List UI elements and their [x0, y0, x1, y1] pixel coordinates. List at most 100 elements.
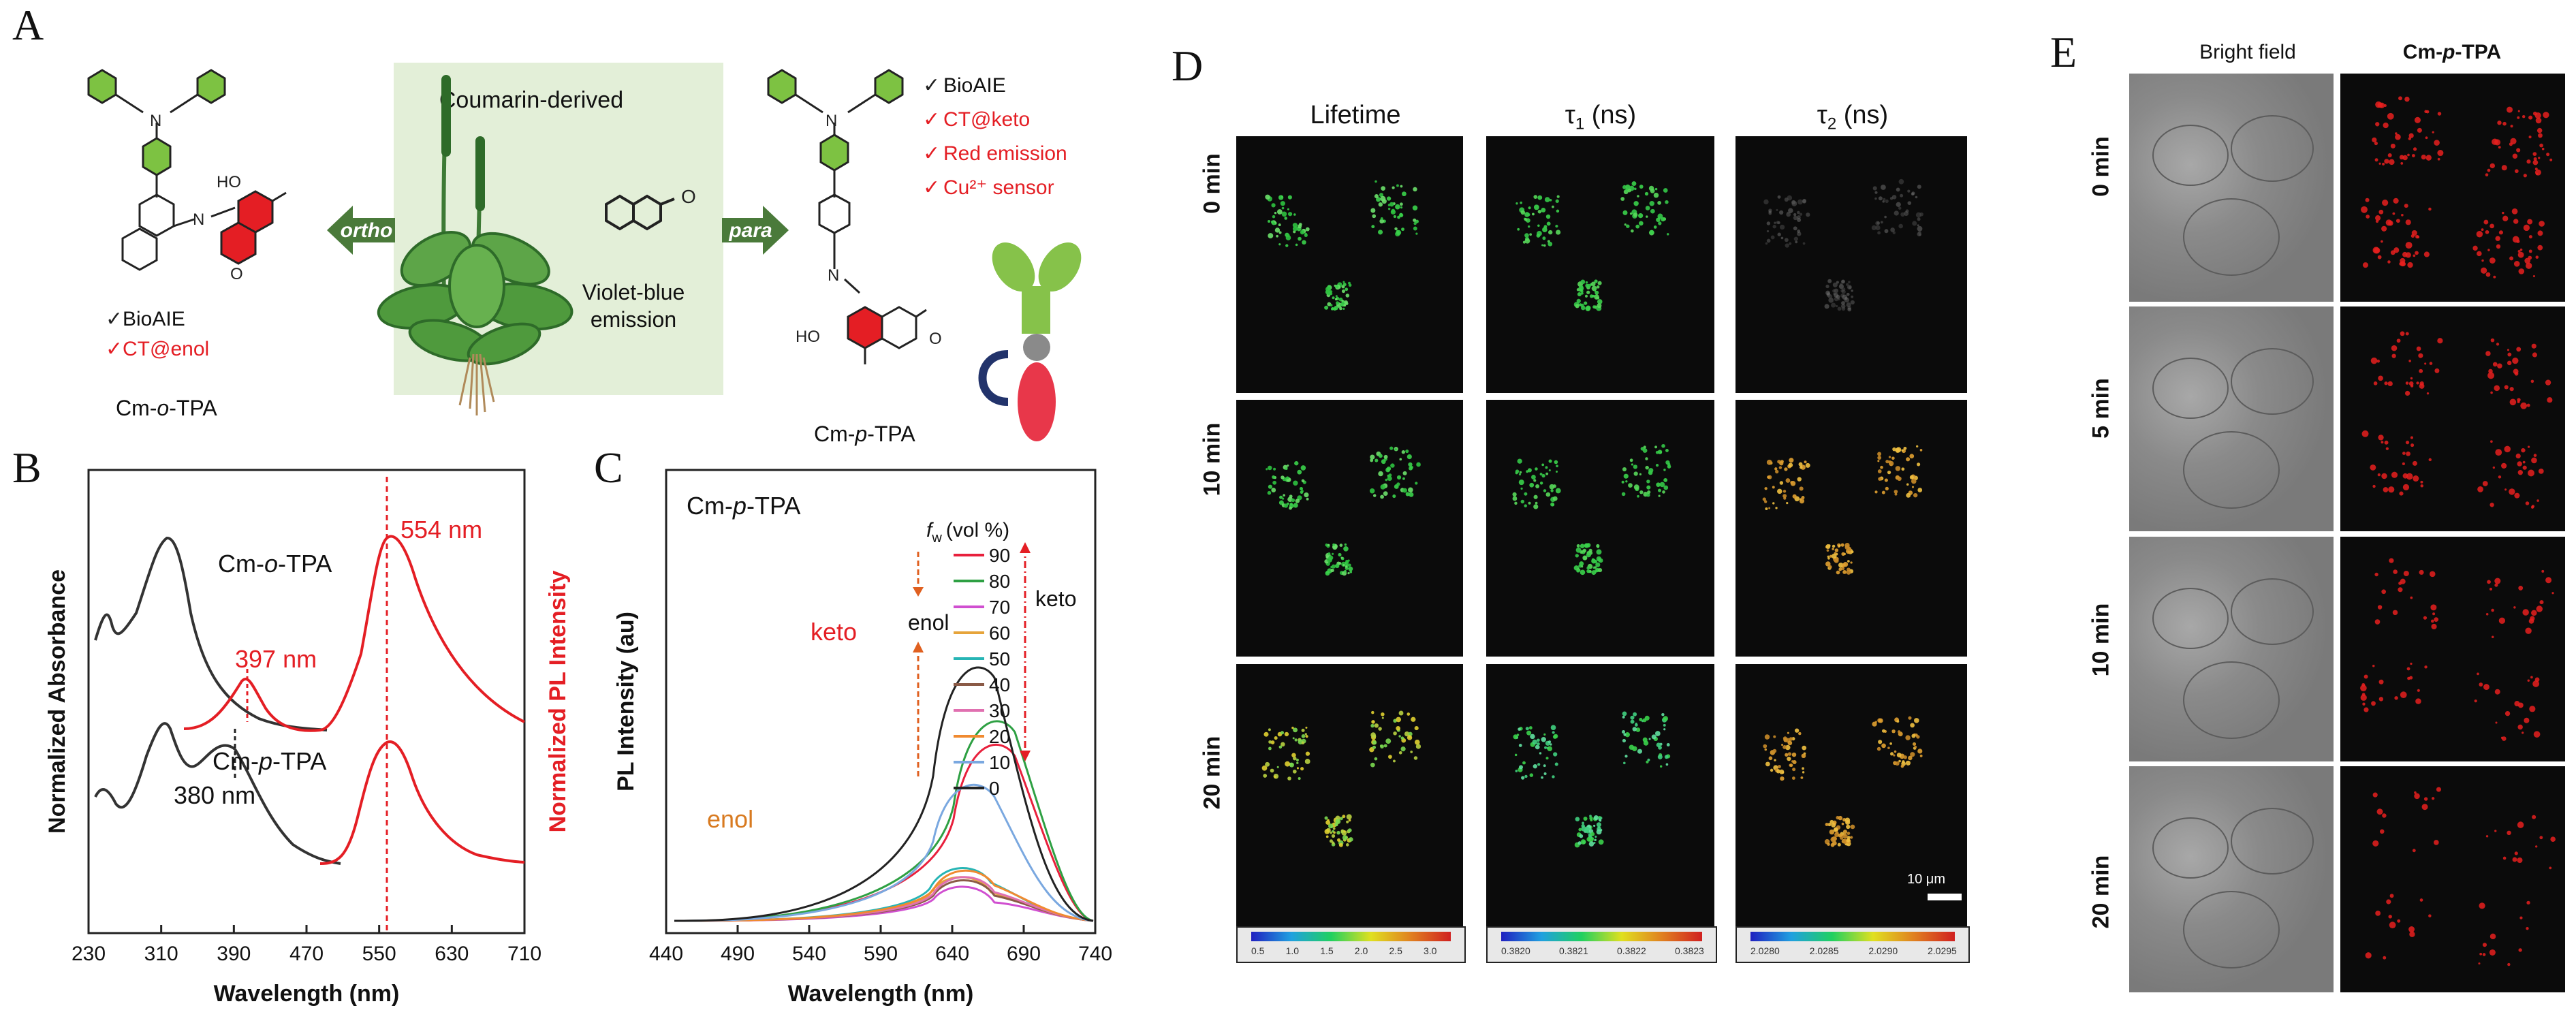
fluorescence-spot	[2538, 133, 2543, 138]
fluorescence-spot	[2385, 447, 2389, 450]
fluorescence-spot	[2404, 96, 2410, 102]
lifetime-pixel	[1878, 740, 1883, 744]
lifetime-pixel	[1907, 189, 1911, 193]
lifetime-pixel	[1383, 491, 1388, 497]
fluorescence-spot	[2532, 352, 2537, 358]
fluorescence-spot	[2360, 694, 2367, 701]
fluorescence-spot	[2402, 155, 2408, 161]
fluorescence-spot	[2538, 157, 2541, 159]
lifetime-pixel	[1268, 740, 1272, 744]
lifetime-pixel	[1334, 305, 1338, 311]
lifetime-pixel	[1330, 566, 1333, 569]
lifetime-pixel	[1287, 776, 1291, 781]
lifetime-pixel	[1291, 726, 1294, 729]
lifetime-pixel	[1889, 742, 1892, 745]
lifetime-pixel	[1324, 816, 1328, 820]
lifetime-pixel	[1348, 563, 1351, 567]
lifetime-pixel	[1874, 197, 1877, 200]
lifetime-pixel	[1768, 211, 1772, 215]
fluorescence-spot	[2398, 96, 2402, 101]
lifetime-pixel	[1415, 482, 1418, 485]
lifetime-pixel	[1766, 238, 1771, 243]
c-xtick-label: 540	[792, 943, 826, 965]
lifetime-pixel	[1596, 285, 1600, 289]
fluorescence-spot	[2519, 916, 2523, 919]
cm-p-tpa-atom-ho: HO	[796, 328, 820, 346]
fluorescence-spot	[2372, 840, 2379, 847]
lifetime-pixel	[1914, 718, 1919, 723]
fluorescence-spot	[2437, 150, 2444, 157]
lifetime-pixel	[1272, 215, 1276, 219]
lifetime-pixel	[1342, 815, 1346, 819]
lifetime-pixel	[1905, 735, 1911, 740]
panel-e: Bright field Cm-p-TPA 0 min 5 min 10 min…	[2077, 0, 2576, 1023]
fluorescence-spot	[2425, 155, 2432, 161]
lifetime-pixel	[1553, 752, 1558, 757]
fluorescence-spot	[2539, 836, 2543, 840]
fluorescence-spot	[2498, 146, 2501, 149]
lifetime-pixel	[1537, 763, 1541, 766]
lifetime-pixel	[1653, 225, 1657, 229]
fluorescence-spot	[2418, 353, 2423, 358]
lifetime-pixel	[1376, 197, 1381, 202]
lifetime-pixel	[1278, 195, 1284, 200]
lifetime-pixel	[1797, 477, 1802, 482]
lifetime-pixel	[1524, 238, 1530, 244]
fluorescence-spot	[2428, 914, 2432, 917]
fluorescence-spot	[2386, 899, 2391, 904]
lifetime-pixel	[1623, 473, 1629, 479]
lifetime-pixel	[1544, 197, 1550, 202]
lifetime-pixel	[1278, 745, 1283, 749]
lifetime-pixel	[1883, 198, 1886, 201]
lifetime-pixel	[1915, 195, 1918, 199]
lifetime-pixel	[1591, 294, 1595, 298]
lifetime-pixel	[1793, 213, 1797, 217]
c-xtick-label: 690	[1007, 943, 1041, 965]
fluorescence-spot	[2383, 122, 2389, 129]
lifetime-pixel	[1884, 478, 1888, 482]
lifetime-pixel	[1802, 767, 1804, 770]
lifetime-pixel	[1646, 479, 1650, 484]
lifetime-pixel	[1281, 475, 1285, 479]
lifetime-pixel	[1884, 229, 1889, 234]
lifetime-pixel	[1552, 503, 1554, 506]
lifetime-pixel	[1877, 460, 1880, 462]
fluorescence-spot	[2408, 137, 2411, 140]
legend-title: fw (vol %)	[926, 519, 1009, 546]
fluorescence-spot	[2377, 255, 2382, 259]
lifetime-pixel	[1594, 279, 1598, 283]
fluorescence-spot	[2404, 390, 2410, 396]
lifetime-pixel	[1545, 214, 1551, 219]
lifetime-pixel	[1407, 712, 1411, 716]
lifetime-pixel	[1378, 471, 1383, 477]
fluorescence-spot	[2376, 359, 2381, 363]
fluorescence-spot	[2507, 360, 2512, 366]
lifetime-pixel	[1282, 497, 1285, 500]
fluorescence-spot	[2522, 114, 2526, 119]
panel-b-ylabel-left: Normalized Absorbance	[44, 569, 70, 834]
fluorescence-spot	[2504, 385, 2509, 390]
lifetime-pixel	[1846, 292, 1850, 296]
legend-arrowhead-left-down	[913, 587, 924, 597]
lifetime-pixel	[1847, 560, 1850, 563]
lifetime-pixel	[1663, 716, 1669, 721]
bright-field-image	[2129, 306, 2334, 531]
fluorescence-spot	[2528, 136, 2532, 139]
panel-d: Lifetime τ1 (ns) τ2 (ns) 0 min 10 min 20…	[1172, 0, 2057, 1023]
lifetime-pixel	[1378, 454, 1383, 458]
lifetime-pixel	[1802, 745, 1807, 751]
lifetime-pixel	[1272, 475, 1276, 479]
c-series-curve-fw-60	[674, 876, 1094, 922]
lifetime-pixel	[1876, 221, 1880, 225]
fluorescence-spot	[2550, 836, 2556, 842]
lifetime-pixel	[1841, 289, 1846, 294]
lifetime-pixel	[1300, 487, 1303, 490]
fluorescence-spot	[2526, 159, 2531, 164]
lifetime-pixel	[1405, 449, 1409, 454]
lifetime-pixel	[1374, 723, 1379, 728]
lifetime-pixel	[1830, 843, 1835, 847]
lifetime-pixel	[1394, 448, 1397, 451]
lifetime-pixel	[1394, 227, 1398, 231]
lifetime-pixel	[1848, 281, 1851, 284]
lifetime-pixel	[1775, 507, 1778, 509]
